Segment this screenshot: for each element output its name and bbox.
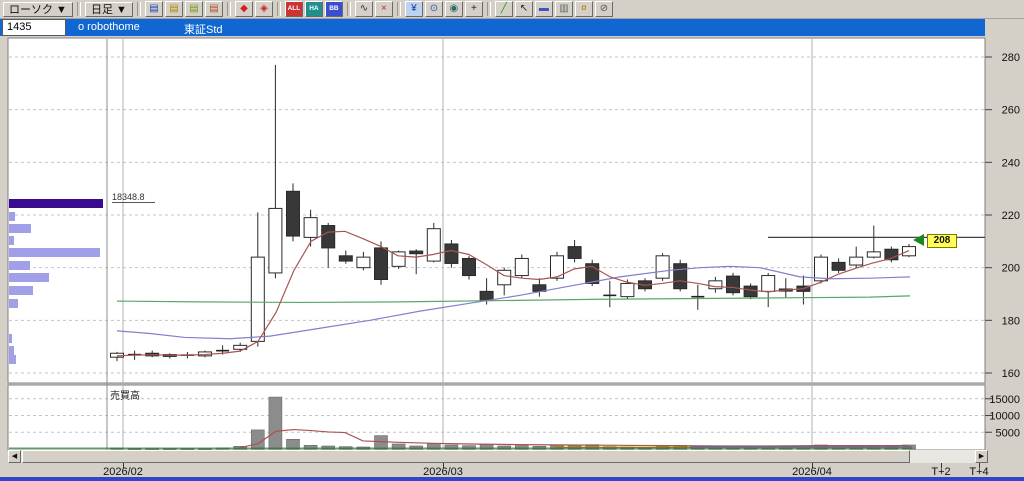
svg-text:15000: 15000 [989, 394, 1020, 406]
volume-pane-title: 売買高 [110, 391, 140, 402]
x-axis-tick [812, 463, 813, 468]
heikin-ashi-badge-icon[interactable]: HA [304, 1, 323, 17]
chart-window-yellow-icon[interactable]: ▤ [164, 1, 183, 17]
horizontal-scrollbar[interactable]: ◀ ▶ [8, 450, 988, 463]
ticker-name-label: o robothome [78, 21, 140, 33]
eraser-icon[interactable]: ▬ [534, 1, 553, 17]
x-axis-label: 2026/03 [423, 466, 463, 478]
toolbar-icon-strip: ▤ ▤ ▤ ▤ ◆ ◈ ALL HA BB ∿ × ¥ ⊙ ◉ + ╱ ↖ ▬ ▥ ¤ ⊘ [144, 1, 614, 17]
svg-text:10000: 10000 [989, 411, 1020, 423]
toolbar-separator [346, 2, 351, 16]
scrollbar-thumb[interactable] [22, 450, 910, 463]
no-draw-icon[interactable]: ⊘ [594, 1, 613, 17]
svg-text:220: 220 [1002, 210, 1020, 222]
x-axis-tick [123, 463, 124, 468]
ticker-code-input[interactable]: 1435 [2, 19, 66, 36]
trash-icon[interactable]: ▥ [554, 1, 573, 17]
all-period-badge-icon[interactable]: ALL [284, 1, 303, 17]
line-chart-icon[interactable]: ∿ [354, 1, 373, 17]
svg-text:5000: 5000 [996, 427, 1020, 439]
volume-profile-peak-label: 18348.8 [112, 192, 155, 203]
chart-window-red-icon[interactable]: ▤ [204, 1, 223, 17]
title-bar: 1435 o robothome 東証Std [0, 19, 985, 36]
x-axis-tick [941, 463, 942, 468]
trend-cross-icon[interactable]: × [374, 1, 393, 17]
svg-text:280: 280 [1002, 52, 1020, 64]
period-dropdown[interactable]: 日足 ▼ [84, 1, 133, 17]
period-diamond-small-icon[interactable]: ◈ [254, 1, 273, 17]
yen-zoom-icon[interactable]: ¥ [404, 1, 423, 17]
toolbar-separator [486, 2, 491, 16]
x-axis-tick [979, 463, 980, 468]
chart-window-green-icon[interactable]: ▤ [184, 1, 203, 17]
period-diamond-icon[interactable]: ◆ [234, 1, 253, 17]
scrollbar-right-arrow[interactable]: ▶ [975, 450, 988, 463]
zoom-settings-icon[interactable]: ◉ [444, 1, 463, 17]
toolbar-separator [226, 2, 231, 16]
key-settings-icon[interactable]: ¤ [574, 1, 593, 17]
current-price-arrow-icon [913, 234, 924, 246]
svg-text:200: 200 [1002, 263, 1020, 275]
toolbar-separator [396, 2, 401, 16]
x-axis-tick [443, 463, 444, 468]
chart-type-dropdown[interactable]: ローソク ▼ [3, 1, 73, 17]
scrollbar-left-arrow[interactable]: ◀ [8, 450, 21, 463]
toolbar-separator [136, 2, 141, 16]
x-axis-label: T+2 [931, 466, 951, 478]
current-price-flag: 208 [927, 234, 957, 248]
svg-text:240: 240 [1002, 157, 1020, 169]
x-axis-label: 2026/04 [792, 466, 832, 478]
toolbar-separator [276, 2, 281, 16]
draw-pencil-icon[interactable]: ╱ [494, 1, 513, 17]
svg-text:160: 160 [1002, 368, 1020, 380]
toolbar: ローソク ▼ 日足 ▼ ▤ ▤ ▤ ▤ ◆ ◈ ALL HA BB ∿ × ¥ ⊙ ◉ + ╱ ↖ ▬ ▥ ¤ ⊘ [0, 0, 1024, 19]
svg-text:180: 180 [1002, 315, 1020, 327]
toolbar-separator [76, 2, 81, 16]
window-bottom-strip [0, 477, 1024, 481]
x-axis-label: T+4 [969, 466, 989, 478]
x-axis-label: 2026/02 [103, 466, 143, 478]
chart-layout-icon[interactable]: ▤ [144, 1, 163, 17]
bollinger-badge-icon[interactable]: BB [324, 1, 343, 17]
select-cursor-icon[interactable]: ↖ [514, 1, 533, 17]
svg-text:260: 260 [1002, 105, 1020, 117]
crosshair-icon[interactable]: + [464, 1, 483, 17]
zoom-icon[interactable]: ⊙ [424, 1, 443, 17]
market-label: 東証Std [184, 24, 223, 36]
